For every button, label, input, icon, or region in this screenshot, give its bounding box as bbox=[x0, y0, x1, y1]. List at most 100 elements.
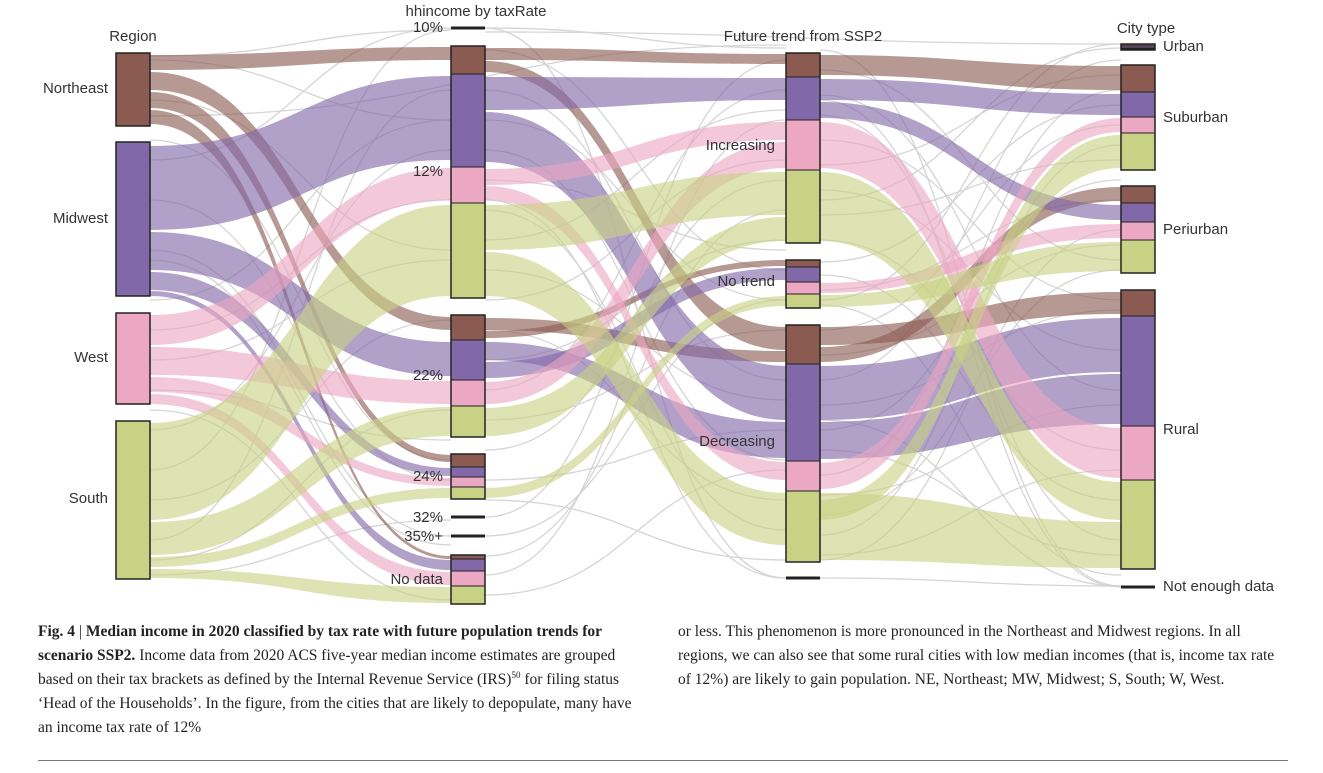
node-label-suburban: Suburban bbox=[1163, 109, 1228, 126]
bar-2-12-south bbox=[450, 202, 486, 299]
bar-4-periurban-west bbox=[1120, 221, 1156, 241]
bar-3-no-trend-south bbox=[785, 293, 821, 309]
node-label-no-trend: No trend bbox=[717, 273, 775, 290]
bar-2-12-outline bbox=[450, 45, 486, 299]
bar-3-extra-3 bbox=[786, 576, 820, 580]
bar-2-no-data-south bbox=[450, 585, 486, 605]
flow-northeast-0 bbox=[150, 47, 451, 70]
bar-3-increasing-west bbox=[785, 119, 821, 171]
bar-3-decreasing-northeast bbox=[785, 324, 821, 365]
bar-3-increasing-northeast bbox=[785, 52, 821, 78]
bar-2-10 bbox=[451, 26, 485, 30]
bar-2-22-northeast bbox=[450, 314, 486, 341]
bar-2-35 bbox=[451, 534, 485, 538]
bar-3-decreasing-outline bbox=[785, 324, 821, 563]
grey-flow-20 bbox=[484, 27, 787, 49]
bar-2-32 bbox=[451, 515, 485, 519]
bar-1-midwest-midwest bbox=[115, 141, 151, 297]
node-label-22: 22% bbox=[413, 367, 443, 384]
caption-separator: | bbox=[75, 623, 86, 640]
caption-title: Median income in 2020 classified by tax … bbox=[38, 623, 602, 664]
bar-4-suburban-outline bbox=[1120, 64, 1156, 171]
bar-3-no-trend-northeast bbox=[785, 259, 821, 268]
bar-3-decreasing-west bbox=[785, 460, 821, 492]
flow-northeast-2 bbox=[150, 92, 451, 462]
bar-4-periurban-outline bbox=[1120, 185, 1156, 274]
flow-south-12 bbox=[150, 205, 451, 520]
bar-2-24-outline bbox=[450, 453, 486, 500]
bar-2-22-outline bbox=[450, 314, 486, 438]
bar-4-not-enough-data bbox=[1121, 585, 1155, 589]
flow-northeast-31 bbox=[820, 55, 1121, 90]
bar-2-no-data-west bbox=[450, 570, 486, 587]
node-label-24: 24% bbox=[413, 468, 443, 485]
node-label-32: 32% bbox=[413, 509, 443, 526]
node-label-no-data: No data bbox=[390, 571, 443, 588]
flow-northeast-19 bbox=[485, 260, 786, 338]
node-label-35: 35%+ bbox=[404, 528, 443, 545]
flow-west-8 bbox=[150, 168, 451, 345]
flow-south-27 bbox=[485, 172, 786, 250]
bar-4-rural-midwest bbox=[1120, 315, 1156, 427]
grey-flow-58 bbox=[819, 124, 1122, 331]
flow-south-15 bbox=[150, 569, 451, 603]
bar-4-urban-outline bbox=[1120, 43, 1156, 51]
bar-2-22-south bbox=[450, 405, 486, 438]
bar-4-rural-northeast bbox=[1120, 289, 1156, 317]
bar-4-periurban-south bbox=[1120, 239, 1156, 274]
caption-column-right: or less. This phenomenon is more pronoun… bbox=[678, 620, 1278, 692]
bottom-divider bbox=[38, 760, 1288, 761]
node-label-west: West bbox=[74, 349, 109, 366]
axis-title-1: Region bbox=[109, 28, 157, 45]
bar-1-midwest-outline bbox=[115, 141, 151, 297]
flow-northeast-16 bbox=[485, 48, 786, 64]
flow-south-43 bbox=[820, 242, 1121, 307]
flow-south-41 bbox=[820, 172, 1121, 520]
grey-flow-41 bbox=[484, 119, 787, 576]
node-label-south: South bbox=[69, 490, 108, 507]
bar-2-24-northeast bbox=[450, 453, 486, 468]
bar-3-increasing-south bbox=[785, 169, 821, 244]
node-label-12: 12% bbox=[413, 163, 443, 180]
bar-4-rural-outline bbox=[1120, 289, 1156, 570]
node-label-periurban: Periurban bbox=[1163, 221, 1228, 238]
flow-midwest-35 bbox=[820, 102, 1121, 220]
flow-south-42 bbox=[820, 493, 1121, 568]
bar-3-no-trend-midwest bbox=[785, 266, 821, 283]
bar-1-northeast-northeast bbox=[115, 52, 151, 127]
flow-south-30 bbox=[485, 296, 786, 498]
bar-1-south-outline bbox=[115, 420, 151, 580]
grey-flow-42 bbox=[484, 469, 787, 596]
figure-label: Fig. 4 bbox=[38, 623, 76, 640]
bar-3-decreasing-midwest bbox=[785, 363, 821, 462]
bar-2-12-northeast bbox=[450, 45, 486, 75]
node-label-not-enough-data: Not enough data bbox=[1163, 578, 1275, 595]
flow-midwest-5 bbox=[150, 232, 451, 376]
bar-2-22-west bbox=[450, 379, 486, 407]
bar-1-west-west bbox=[115, 312, 151, 405]
flow-west-26 bbox=[485, 142, 786, 404]
flow-midwest-34 bbox=[820, 79, 1121, 115]
bar-2-22-midwest bbox=[450, 339, 486, 381]
node-labels: Region hhincome by taxRate Future trend fr… bbox=[43, 3, 1275, 595]
flow-south-29 bbox=[485, 217, 786, 436]
bar-4-rural-south bbox=[1120, 479, 1156, 570]
reference-superscript: 50 bbox=[511, 669, 521, 680]
caption-body-2: for filing status ‘Head of the Household… bbox=[38, 671, 632, 736]
grey-flow-37 bbox=[484, 499, 787, 561]
bar-2-no-data-midwest bbox=[450, 558, 486, 572]
grey-flow-69 bbox=[819, 577, 1122, 587]
bar-1-south-south bbox=[115, 420, 151, 580]
bar-3-increasing-outline bbox=[785, 52, 821, 244]
flow-west-39 bbox=[820, 118, 1121, 489]
bar-4-suburban-south bbox=[1120, 132, 1156, 171]
caption-column-left: Fig. 4 | Median income in 2020 classifie… bbox=[38, 620, 643, 740]
flow-south-44 bbox=[820, 135, 1121, 520]
node-label-urban: Urban bbox=[1163, 38, 1204, 55]
colored-flows bbox=[150, 47, 1121, 603]
axis-title-4: City type bbox=[1117, 20, 1175, 37]
bar-2-24-west bbox=[450, 476, 486, 488]
caption-continued: or less. This phenomenon is more pronoun… bbox=[678, 623, 1275, 688]
bar-4-suburban-midwest bbox=[1120, 91, 1156, 118]
flow-midwest-4 bbox=[150, 76, 451, 230]
